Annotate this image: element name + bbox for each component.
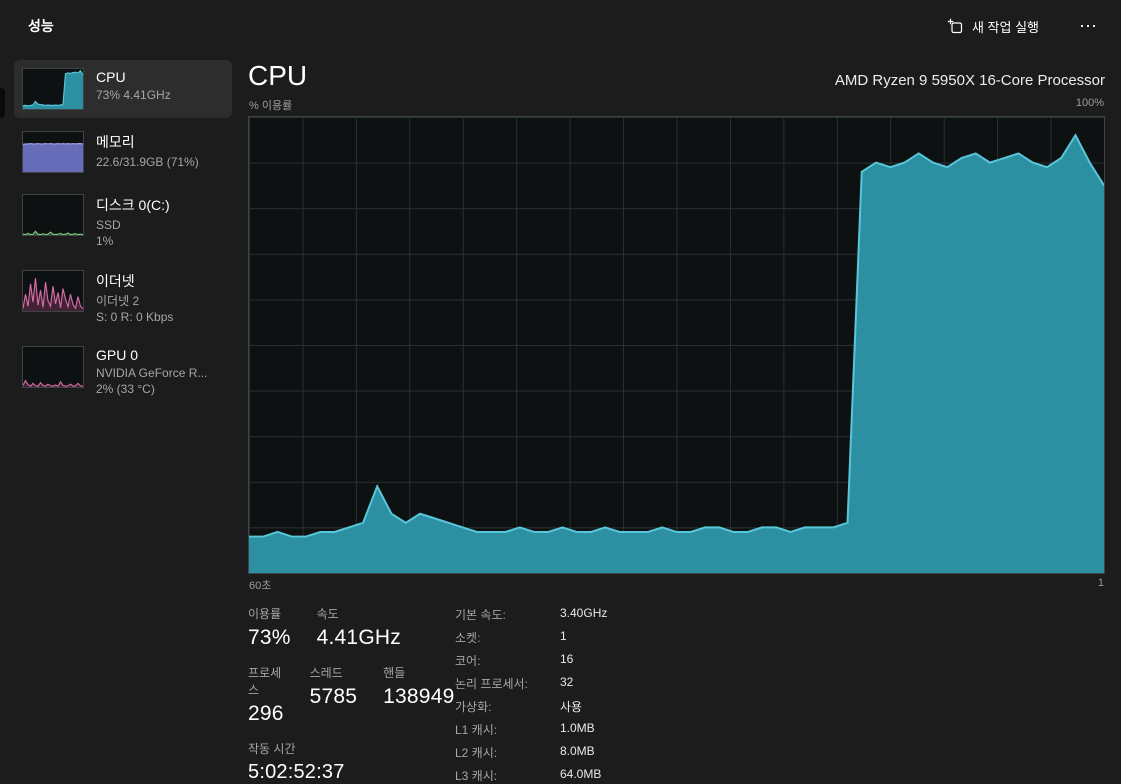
sidebar-item-cpu[interactable]: CPU 73% 4.41GHz	[14, 60, 232, 118]
nav-accent-pill	[0, 88, 5, 118]
stat-block: 이용률 73%	[248, 605, 291, 650]
sidebar-item-title: 디스크 0(C:)	[96, 197, 170, 213]
cpu-detail-pane: CPU AMD Ryzen 9 5950X 16-Core Processor …	[240, 52, 1121, 783]
sidebar-item-title: 이더넷	[96, 273, 135, 290]
chart-xmin-label: 60초	[249, 580, 272, 592]
sidebar-item-title: GPU 0	[96, 347, 139, 364]
stat-value: 138949	[383, 685, 455, 708]
sidebar-item-ethernet[interactable]: 이더넷 이더넷 2 S: 0 R: 0 Kbps	[14, 262, 232, 333]
title-bar: 성능 새 작업 실행 ⋯	[0, 0, 1121, 52]
stat-label: 프로세스	[248, 666, 282, 697]
spec-label: L3 캐시:	[455, 769, 498, 783]
sidebar-item-subtext: S: 0 R: 0 Kbps	[96, 309, 174, 324]
run-new-task-button[interactable]: 새 작업 실행	[939, 11, 1047, 42]
spec-value: 64.0MB	[560, 767, 602, 781]
sidebar-item-disk[interactable]: 디스크 0(C:) SSD 1%	[14, 186, 232, 257]
stat-label: 스레드	[309, 666, 343, 680]
spec-label: L2 캐시:	[455, 746, 498, 760]
spec-label: 가상화:	[455, 700, 492, 714]
chart-top-axis: % 이용률 100%	[249, 97, 1104, 113]
stat-label: 속도	[316, 607, 339, 621]
spec-value: 3.40GHz	[560, 606, 608, 620]
more-options-button[interactable]: ⋯	[1073, 13, 1103, 39]
spec-value: 1	[560, 629, 567, 643]
processor-name: AMD Ryzen 9 5950X 16-Core Processor	[834, 72, 1105, 89]
sidebar-thumbnail-chart	[22, 131, 84, 173]
sidebar-item-subtext: 2% (33 °C)	[96, 381, 155, 396]
sidebar-thumbnail-chart	[22, 68, 84, 110]
chart-ymax-label: 100%	[1075, 97, 1104, 109]
page-title-performance: 성능	[28, 18, 54, 34]
cpu-utilization-chart	[248, 116, 1105, 574]
spec-value: 1.0MB	[560, 721, 595, 735]
stat-label: 이용률	[248, 607, 282, 621]
sidebar-item-subtext: 73% 4.41GHz	[96, 88, 171, 102]
stat-label: 핸들	[383, 666, 406, 680]
spec-label: L1 캐시:	[455, 723, 498, 737]
spec-label: 논리 프로세서:	[455, 677, 528, 691]
cpu-utilization-area	[249, 133, 1104, 573]
spec-label: 소켓:	[455, 631, 481, 645]
cpu-stats-section: 이용률 73% 속도 4.41GHz 프로세스 296 스레드 5785 핸들 …	[248, 605, 1105, 784]
stat-value: 4.41GHz	[316, 626, 401, 649]
sidebar-item-title: 메모리	[96, 134, 135, 150]
new-task-label: 새 작업 실행	[971, 19, 1039, 35]
sidebar-item-subtext: 이더넷 2	[96, 294, 140, 309]
sidebar-item-subtext: SSD	[96, 218, 121, 232]
spec-value: 8.0MB	[560, 744, 595, 758]
chart-ylabel: % 이용률	[249, 100, 293, 112]
stat-value: 296	[248, 702, 284, 725]
sidebar-item-subtext: NVIDIA GeForce R...	[96, 366, 208, 381]
spec-label: 기본 속도:	[455, 608, 506, 622]
stat-block: 프로세스 296	[248, 664, 284, 726]
stat-value: 73%	[248, 626, 291, 649]
cpu-heading: CPU	[248, 60, 308, 91]
sidebar-item-title: CPU	[96, 69, 126, 85]
chart-bottom-axis: 60초 1	[249, 577, 1104, 593]
new-task-icon	[947, 18, 963, 34]
sidebar-item-gpu[interactable]: GPU 0 NVIDIA GeForce R... 2% (33 °C)	[14, 338, 232, 405]
spec-value: 사용	[560, 700, 583, 714]
chart-xmax-label: 1	[1097, 577, 1104, 589]
sidebar-thumbnail-chart	[22, 194, 84, 236]
sidebar-item-subtext: 1%	[96, 233, 114, 248]
stat-value: 5785	[309, 685, 358, 708]
stat-block: 속도 4.41GHz	[317, 605, 401, 650]
sidebar-thumbnail-chart	[22, 346, 84, 389]
uptime-value: 5:02:52:37	[248, 761, 345, 783]
uptime-stat: 작동 시간 5:02:52:37	[248, 740, 453, 784]
spec-value: 32	[560, 675, 574, 689]
cpu-specs-list: 기본 속도: 3.40GHz 소켓: 1 코어: 16 논리 프로세서: 32 가상화: 사용 L1…	[455, 606, 607, 784]
sidebar-item-memory[interactable]: 메모리 22.6/31.9GB (71%)	[14, 123, 232, 181]
sidebar-thumbnail-chart	[22, 270, 84, 313]
spec-label: 코어:	[455, 654, 481, 668]
stat-block: 핸들 138949	[383, 664, 454, 726]
uptime-label: 작동 시간	[248, 742, 296, 756]
spec-value: 16	[560, 652, 574, 666]
performance-sidebar: CPU 73% 4.41GHz 메모리 22.6/31.9GB (71%) 디스…	[0, 52, 240, 762]
sidebar-item-subtext: 22.6/31.9GB (71%)	[96, 155, 199, 169]
stat-block: 스레드 5785	[310, 664, 358, 726]
